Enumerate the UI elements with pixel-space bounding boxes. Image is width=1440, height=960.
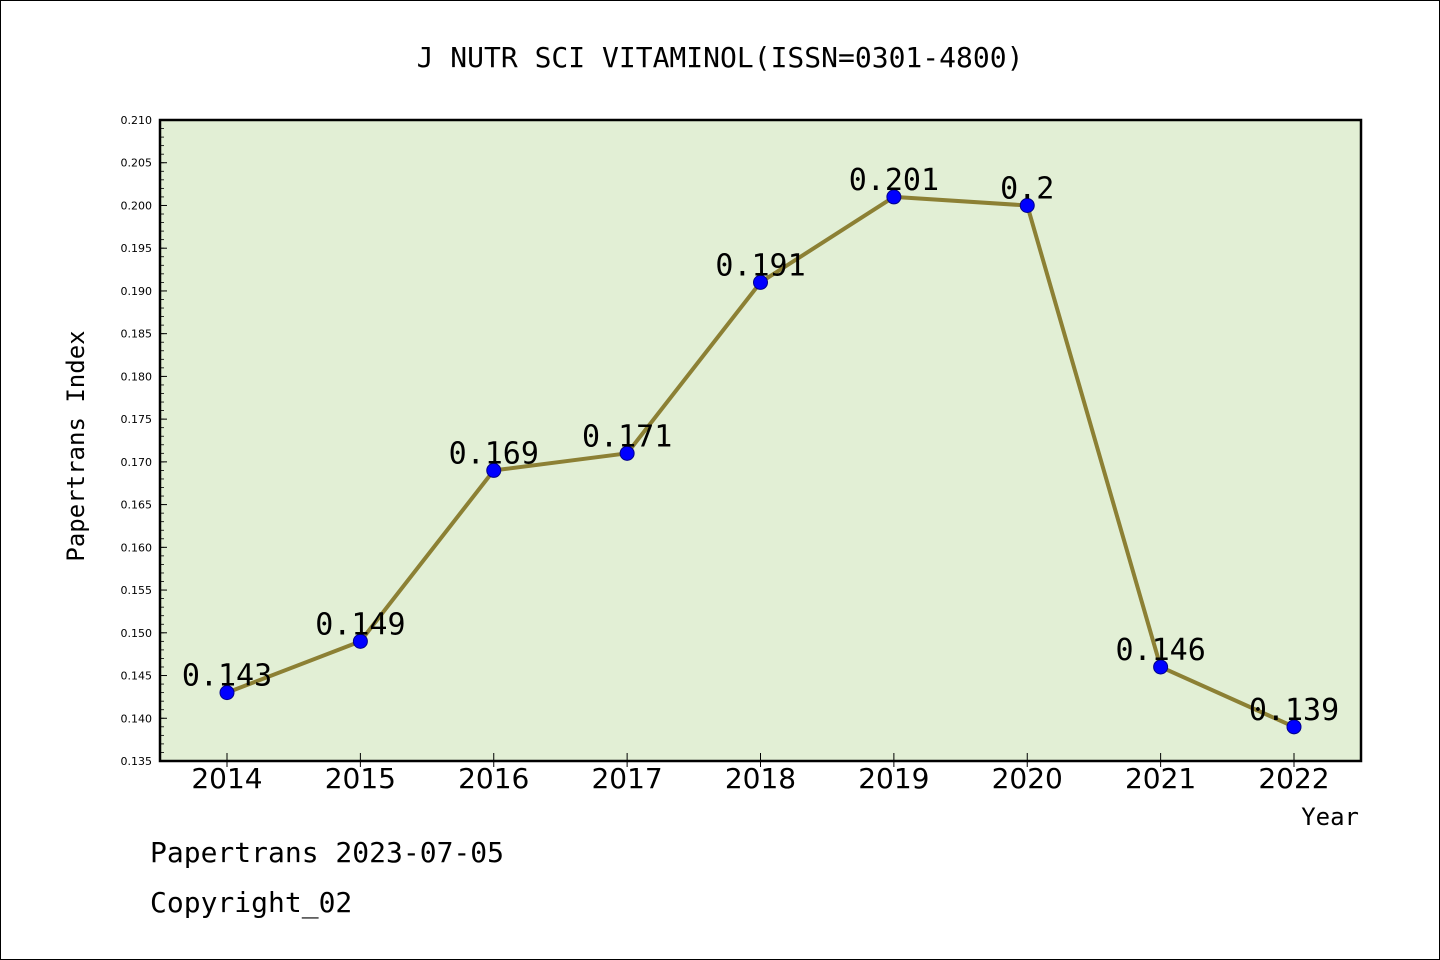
- footer-copyright: Copyright_02: [150, 886, 353, 919]
- x-axis: 2014 2015 2016 2017 2018 2019 2020 2021 2022: [191, 753, 1330, 795]
- y-tick-label: 0.195: [121, 242, 153, 255]
- x-tick-label: 2015: [325, 762, 396, 795]
- y-tick-label: 0.190: [121, 285, 153, 298]
- data-label: 0.2: [1000, 171, 1054, 206]
- footer-date: Papertrans 2023-07-05: [150, 836, 505, 869]
- x-tick-label: 2018: [725, 762, 796, 795]
- data-label: 0.171: [582, 419, 672, 454]
- y-tick-label: 0.200: [121, 199, 153, 212]
- data-point-marker: [219, 685, 235, 701]
- data-label: 0.169: [449, 436, 539, 471]
- data-point-marker: [352, 633, 368, 649]
- y-tick-label: 0.180: [121, 370, 153, 383]
- data-label: 0.139: [1249, 693, 1339, 728]
- data-point-marker: [619, 445, 635, 461]
- data-point-marker: [1019, 197, 1035, 213]
- y-tick-label: 0.160: [121, 541, 153, 554]
- data-label: 0.149: [315, 607, 405, 642]
- y-tick-label: 0.175: [121, 413, 153, 426]
- data-label: 0.191: [715, 248, 805, 283]
- y-tick-label: 0.135: [121, 755, 153, 768]
- y-tick-label: 0.165: [121, 499, 153, 512]
- data-point-marker: [886, 189, 902, 205]
- plot-area: [158, 118, 1363, 763]
- data-point-marker: [1153, 659, 1169, 675]
- y-tick-label: 0.210: [121, 114, 153, 127]
- y-tick-label: 0.150: [121, 627, 153, 640]
- chart-title: J NUTR SCI VITAMINOL(ISSN=0301-4800): [417, 41, 1024, 74]
- x-tick-label: 2019: [858, 762, 929, 795]
- x-tick-label: 2016: [458, 762, 529, 795]
- y-axis: 0.135 0.140 0.145 0.150 0.155 0.160 0.165 0.170…: [121, 114, 167, 768]
- y-tick-label: 0.170: [121, 456, 153, 469]
- x-axis-label: Year: [1301, 803, 1359, 831]
- x-tick-label: 2017: [591, 762, 662, 795]
- data-labels: 0.143 0.149 0.169 0.171 0.191 0.201 0.2 0.146 0.…: [182, 163, 1339, 728]
- y-tick-label: 0.185: [121, 328, 153, 341]
- data-point-marker: [753, 274, 768, 290]
- y-tick-label: 0.155: [121, 584, 153, 597]
- data-label: 0.146: [1115, 633, 1205, 668]
- x-tick-label: 2021: [1125, 762, 1196, 795]
- x-tick-label: 2014: [191, 762, 262, 795]
- series-markers: [219, 189, 1302, 735]
- y-tick-label: 0.205: [121, 157, 153, 170]
- y-tick-label: 0.140: [121, 712, 153, 725]
- x-tick-label: 2020: [992, 762, 1063, 795]
- data-point-marker: [486, 462, 502, 478]
- data-label: 0.201: [849, 163, 939, 198]
- x-tick-label: 2022: [1258, 762, 1329, 795]
- y-axis-label: Papertrans Index: [62, 330, 90, 561]
- data-point-marker: [1286, 719, 1302, 735]
- y-tick-label: 0.145: [121, 670, 153, 683]
- data-label: 0.143: [182, 659, 272, 694]
